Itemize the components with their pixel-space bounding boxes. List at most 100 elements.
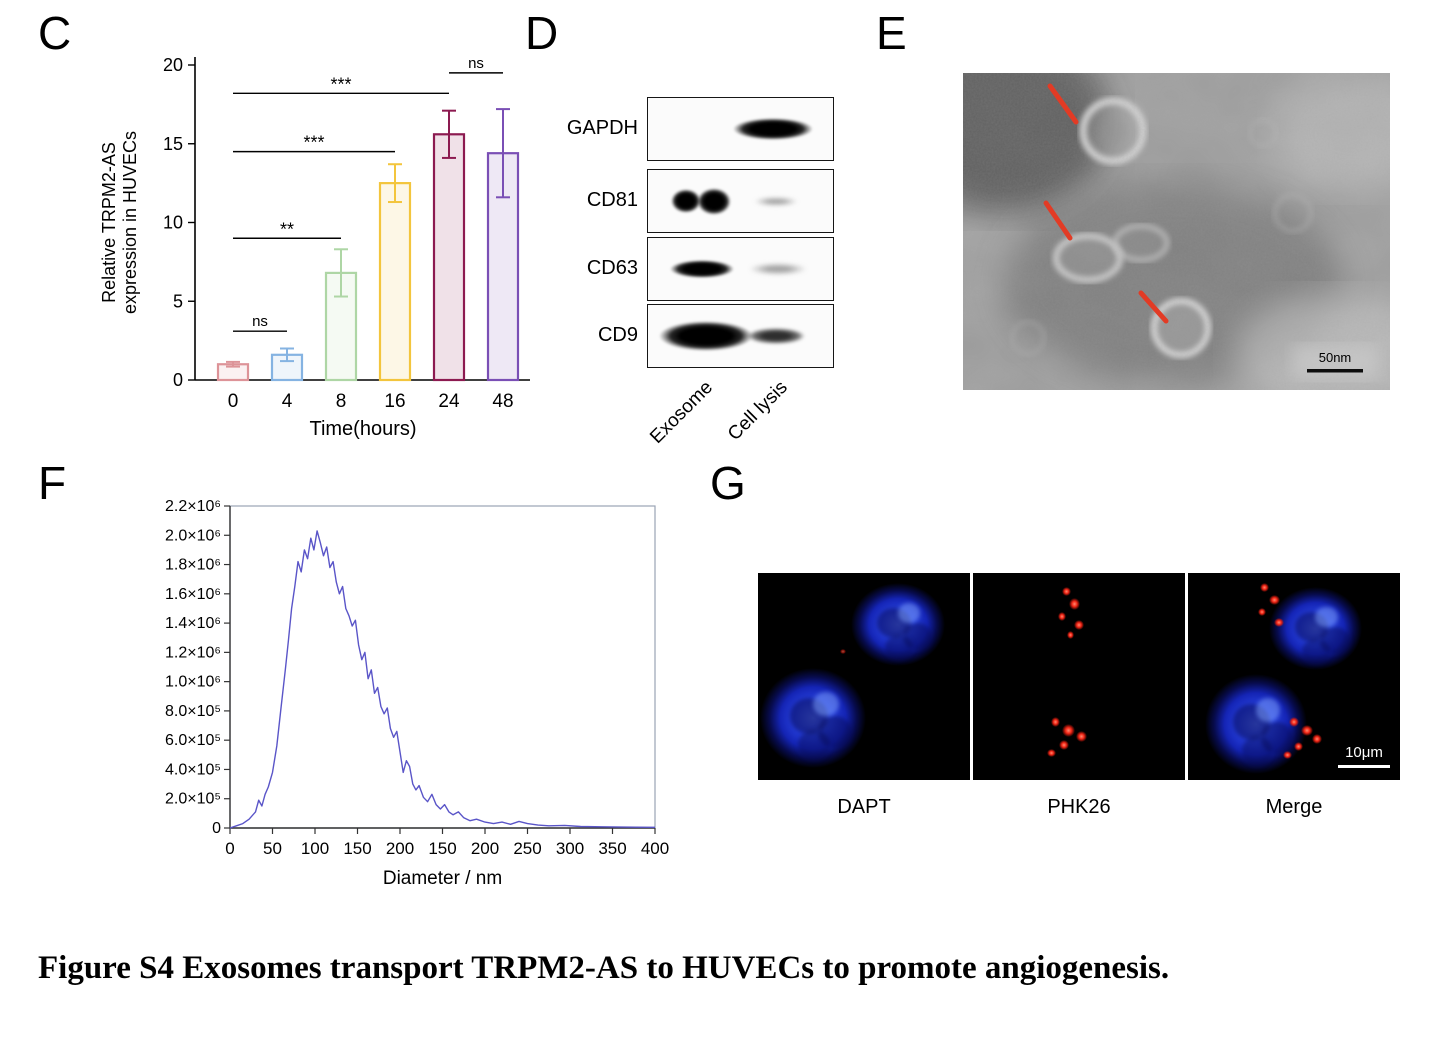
x-tick-label: 250 <box>513 839 541 858</box>
nucleus <box>1204 674 1307 774</box>
y-tick-label: 1.2×10⁶ <box>165 644 221 661</box>
blot-rows: GAPDH CD81 CD63 CD9 <box>540 55 880 375</box>
tem-scale-bar-line <box>1307 369 1363 373</box>
protein-band <box>697 187 731 215</box>
nucleus-texture <box>902 623 933 650</box>
panel-label-f: F <box>38 457 67 509</box>
particle-size-line-chart: 2.2×10⁶ 2.0×10⁶ 1.8×10⁶ 1.6×10⁶ 1.4×10⁶ 1.2×1… <box>165 498 669 889</box>
scale-bar-line <box>1338 765 1390 768</box>
blot-target-label: GAPDH <box>566 116 638 139</box>
x-tick-label: 100 <box>301 839 329 858</box>
y-tick-label: 2.2×10⁶ <box>165 498 221 515</box>
y-tick-label: 0 <box>173 370 183 390</box>
sig-label: *** <box>330 74 351 94</box>
panel-label-e: E <box>876 7 907 59</box>
phk26-dot <box>1051 717 1061 727</box>
y-tick-label: 2.0×10⁵ <box>165 791 221 808</box>
y-tick-label: 1.8×10⁶ <box>165 557 221 574</box>
x-axis-title: Diameter / nm <box>383 868 502 889</box>
phk26-dot <box>1047 748 1056 758</box>
y-tick-label: 0 <box>212 820 221 837</box>
x-tick-label: 150 <box>428 839 456 858</box>
nucleus-texture <box>1315 607 1338 628</box>
tem-texture <box>963 73 1390 390</box>
phk26-dot <box>1075 731 1087 742</box>
nucleus <box>851 583 945 667</box>
nucleus-texture <box>884 634 913 660</box>
phk26-dot <box>1069 598 1081 610</box>
scale-bar: 10μm <box>1338 744 1390 768</box>
sig-label: ns <box>468 55 484 72</box>
x-tick-label: 400 <box>641 839 669 858</box>
protein-band <box>749 263 807 275</box>
phk26-dot <box>1062 724 1075 737</box>
blot-target-label: CD63 <box>586 256 638 279</box>
fluorescence-strip: DAPT PHK26 10μm Merge <box>758 573 1400 819</box>
tem-arrows <box>1043 83 1169 324</box>
y-tick-label: 2.0×10⁶ <box>165 527 221 544</box>
blot-membrane-cd63 <box>647 237 834 301</box>
blot-membrane-cd9 <box>647 304 834 368</box>
blot-membrane-cd81 <box>647 169 834 233</box>
phk26-image <box>973 573 1185 780</box>
exosome-arrow <box>1043 200 1073 241</box>
y-tick-label: 5 <box>173 291 183 311</box>
lane-label-cell-lysis: Cell lysis <box>724 377 792 445</box>
phk26-dot <box>1269 594 1281 606</box>
x-tick-label: 50 <box>263 839 282 858</box>
protein-band <box>747 328 805 344</box>
bar <box>432 133 466 382</box>
x-tick-label: 24 <box>438 391 460 412</box>
y-tick-label: 6.0×10⁵ <box>165 732 221 749</box>
x-tick-label: 48 <box>492 391 513 412</box>
blot-target-label: CD81 <box>586 188 638 211</box>
exosome-arrow <box>1138 290 1169 324</box>
phk26-dot <box>1066 631 1075 639</box>
phk26-dot <box>1274 618 1284 628</box>
y-axis-title: expression in HUVECs <box>120 131 140 314</box>
nucleus-texture <box>813 692 839 716</box>
blot-target-label: CD9 <box>597 323 638 346</box>
x-tick-label: 150 <box>343 839 371 858</box>
x-tick-label: 0 <box>228 391 239 412</box>
y-tick-label: 1.0×10⁶ <box>165 674 221 691</box>
figure-caption: Figure S4 Exosomes transport TRPM2-AS to… <box>38 950 1170 986</box>
y-tick-label: 10 <box>163 213 183 233</box>
x-axis-title: Time(hours) <box>309 418 416 440</box>
tem-scale-text: 50nm <box>1319 350 1352 365</box>
x-tick-label: 200 <box>471 839 499 858</box>
panel-label-d: D <box>525 7 559 59</box>
nucleus <box>760 668 867 768</box>
protein-band <box>659 321 753 351</box>
phk26-dot <box>1312 733 1323 744</box>
x-tick-label: 4 <box>282 391 293 412</box>
nucleus <box>1268 587 1362 671</box>
bar <box>378 182 412 382</box>
protein-band <box>754 196 798 206</box>
panel-label-g: G <box>710 457 746 509</box>
fluoro-column-merge: 10μm Merge <box>1188 573 1400 819</box>
lane-label-exosome: Exosome <box>645 377 717 448</box>
nucleus-texture <box>1319 627 1350 654</box>
phk26-dot <box>1257 608 1267 617</box>
phk26-dot <box>1057 612 1067 621</box>
protein-band <box>671 189 701 213</box>
fluoro-column-phk26: PHK26 <box>973 573 1185 819</box>
nucleus-texture <box>798 729 831 760</box>
dapi-label: DAPT <box>837 796 891 818</box>
western-blot-panel: GAPDH CD81 CD63 CD9 Exosome Cell lysis <box>540 55 880 495</box>
y-tick-label: 1.6×10⁶ <box>165 586 221 603</box>
nucleus-texture <box>1302 638 1331 664</box>
tem-image: 50nm <box>963 73 1390 390</box>
protein-band <box>670 260 734 278</box>
plot-box <box>229 505 656 829</box>
protein-band <box>733 118 813 140</box>
nucleus-texture <box>1255 698 1281 723</box>
phk26-dot <box>1259 582 1269 593</box>
blot-membrane-gapdh <box>647 97 834 161</box>
phk26-dot <box>1073 619 1085 630</box>
phk26-dot <box>1288 717 1300 727</box>
dapi-image <box>758 573 970 780</box>
fluorescence-panel: DAPT PHK26 10μm Merge <box>758 573 1400 819</box>
